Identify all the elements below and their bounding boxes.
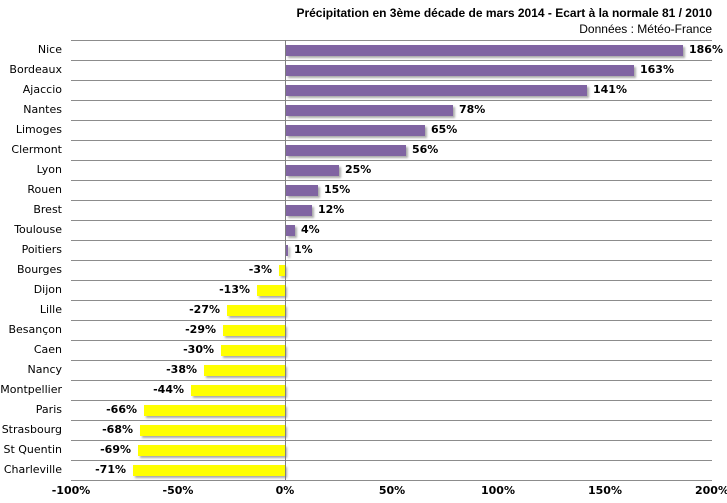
data-bar (144, 405, 285, 416)
value-label: -30% (183, 343, 214, 356)
data-bar (227, 305, 285, 316)
value-label: -27% (189, 303, 220, 316)
value-label: 141% (593, 83, 627, 96)
data-bar (138, 445, 285, 456)
value-label: -68% (102, 423, 133, 436)
value-label: -29% (185, 323, 216, 336)
chart-title: Précipitation en 3ème décade de mars 201… (296, 6, 712, 20)
category-label: Charleville (3, 463, 62, 476)
chart-subtitle: Données : Météo-France (579, 22, 712, 36)
value-label: -69% (100, 443, 131, 456)
value-label: 4% (301, 223, 320, 236)
data-bar (140, 425, 285, 436)
category-label: Toulouse (14, 223, 62, 236)
data-bar (286, 45, 683, 56)
value-label: 186% (689, 43, 723, 56)
category-label: Brest (33, 203, 62, 216)
x-axis-tick-label: -100% (51, 484, 91, 497)
category-axis: Nice Bordeaux Ajaccio Nantes Limoges Clermont… (0, 40, 62, 480)
category-label: Montpellier (0, 383, 62, 396)
data-bar (286, 105, 453, 116)
x-axis: -100% -50% 0% 50% 100% 150% 200% (0, 483, 727, 499)
category-label: Paris (35, 403, 62, 416)
value-label: 25% (345, 163, 372, 176)
category-label: Nantes (23, 103, 62, 116)
category-label: Besançon (8, 323, 62, 336)
value-label: -66% (106, 403, 137, 416)
data-bar (286, 145, 406, 156)
value-label: 56% (412, 143, 439, 156)
x-axis-tick-label: 50% (378, 484, 406, 497)
data-bar (223, 325, 285, 336)
data-bar (286, 225, 295, 236)
plot-area: 186% 163% 141% 78% 65% 56% 25% 15% 12% 4% 1% -3% -13… (71, 40, 723, 481)
value-label: -38% (166, 363, 197, 376)
category-label: Limoges (15, 123, 62, 136)
data-bar (221, 345, 285, 356)
category-label: Ajaccio (22, 83, 62, 96)
data-bar (257, 285, 285, 296)
data-bar (286, 65, 634, 76)
data-bar (191, 385, 285, 396)
x-axis-tick-label: 100% (481, 484, 515, 497)
data-bar (279, 265, 285, 276)
value-label: 163% (640, 63, 674, 76)
zero-axis-line (285, 40, 286, 480)
x-axis-tick-label: 0% (275, 484, 295, 497)
category-label: Poitiers (21, 243, 62, 256)
data-bar (286, 85, 587, 96)
data-bar (286, 185, 318, 196)
category-label: Bordeaux (9, 63, 62, 76)
data-bar (286, 165, 339, 176)
value-label: 12% (318, 203, 345, 216)
category-label: Clermont (11, 143, 62, 156)
category-label: Dijon (33, 283, 62, 296)
category-label: Caen (33, 343, 62, 356)
value-label: -44% (153, 383, 184, 396)
x-axis-tick-label: -50% (162, 484, 194, 497)
x-axis-tick-label: 200% (695, 484, 727, 497)
category-label: Lyon (36, 163, 62, 176)
value-label: 65% (431, 123, 458, 136)
category-label: St Quentin (3, 443, 62, 456)
value-label: -71% (95, 463, 126, 476)
category-label: Strasbourg (1, 423, 62, 436)
value-label: 1% (294, 243, 313, 256)
value-label: 15% (324, 183, 351, 196)
data-bar (286, 205, 312, 216)
category-label: Bourges (16, 263, 62, 276)
value-label: -13% (219, 283, 250, 296)
category-label: Nancy (27, 363, 63, 376)
data-bar (286, 245, 288, 256)
category-label: Lille (39, 303, 62, 316)
data-bar (204, 365, 285, 376)
category-label: Nice (37, 43, 62, 56)
data-bar (286, 125, 425, 136)
value-label: -3% (248, 263, 272, 276)
category-label: Rouen (27, 183, 62, 196)
value-label: 78% (459, 103, 486, 116)
data-bar (133, 465, 285, 476)
x-axis-tick-label: 150% (588, 484, 622, 497)
